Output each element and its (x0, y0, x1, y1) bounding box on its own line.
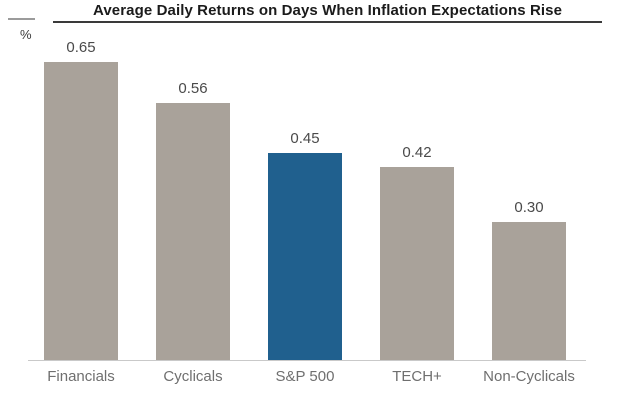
y-axis-unit-label: % (20, 27, 32, 42)
bar-s-p-500 (268, 153, 342, 360)
bar-value-label-tech: 0.42 (402, 144, 432, 161)
bar-column-financials: 0.65 (44, 39, 118, 360)
bar-column-s-p-500: 0.45 (268, 130, 342, 360)
bar-value-label-cyclicals: 0.56 (178, 80, 208, 97)
top-left-dash (8, 18, 35, 20)
x-axis-label-tech: TECH+ (392, 368, 442, 385)
bar-tech (380, 167, 454, 360)
x-axis-label-financials: Financials (47, 368, 115, 385)
bar-value-label-financials: 0.65 (66, 39, 96, 56)
bar-cyclicals (156, 103, 230, 360)
bar-value-label-s-p-500: 0.45 (290, 130, 320, 147)
x-axis-label-cyclicals: Cyclicals (163, 368, 223, 385)
x-axis-label-non-cyclicals: Non-Cyclicals (483, 368, 575, 385)
bar-value-label-non-cyclicals: 0.30 (514, 199, 544, 216)
x-axis-label-s-p-500: S&P 500 (275, 368, 335, 385)
bar-financials (44, 62, 118, 360)
chart-title: Average Daily Returns on Days When Infla… (53, 0, 602, 23)
bar-column-non-cyclicals: 0.30 (492, 199, 566, 360)
bar-column-tech: 0.42 (380, 144, 454, 360)
bar-column-cyclicals: 0.56 (156, 80, 230, 360)
bar-non-cyclicals (492, 222, 566, 360)
x-axis-baseline (28, 360, 586, 361)
